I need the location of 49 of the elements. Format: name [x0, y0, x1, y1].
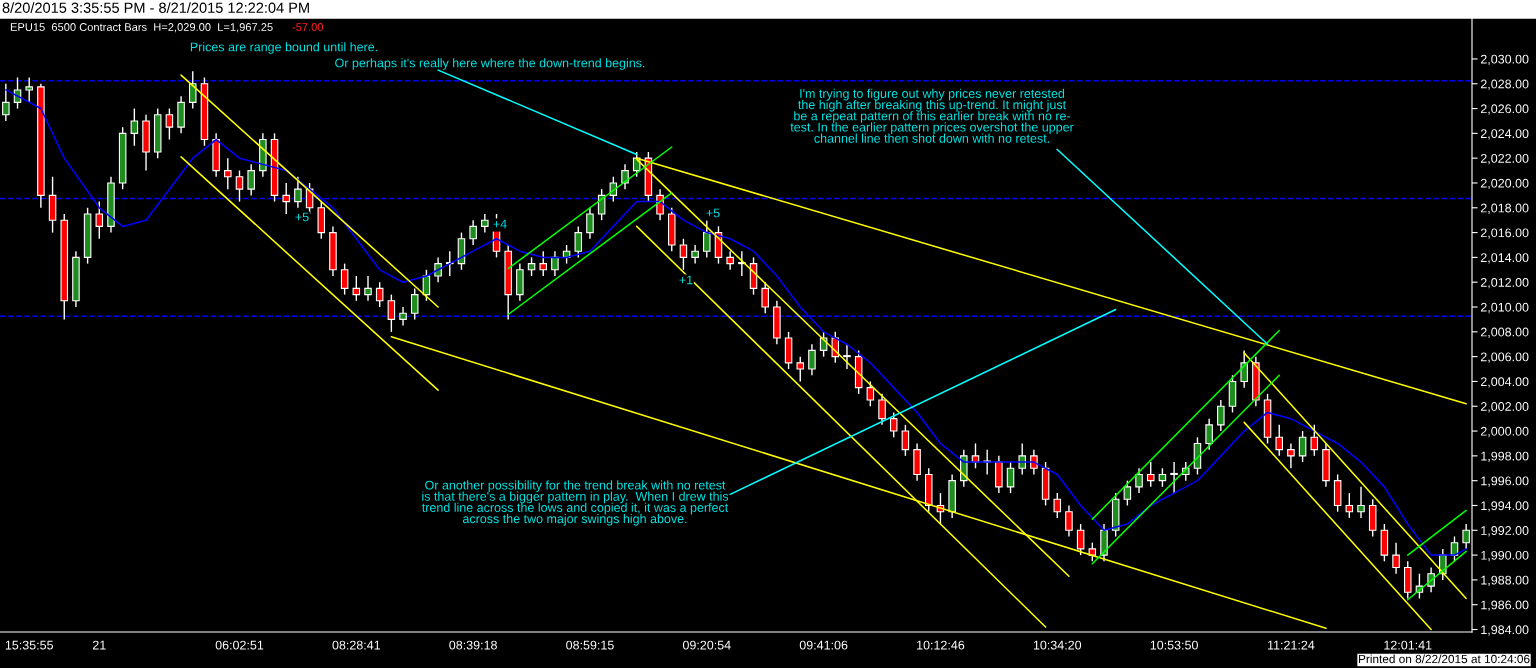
text: Printed on 8/22/2015 at 10:24:06 [1359, 654, 1530, 664]
y-tick-label: 2,000.00 [1480, 426, 1529, 438]
x-tick-label: 08:59:15 [566, 640, 614, 650]
x-tick-label: 06:02:51 [215, 640, 264, 650]
x-tick-label: 10:34:20 [1033, 640, 1082, 650]
x-tick-label: 08:28:41 [332, 640, 381, 650]
y-tick-label: 2,002.00 [1480, 402, 1529, 413]
y-tick-label: 2,006.00 [1480, 352, 1529, 363]
y-tick-label: 1,984.00 [1481, 625, 1529, 636]
chart-title: 8/20/2015 3:35:55 PM - 8/21/2015 12:22:04 PM [2, 2, 309, 13]
y-tick-label: 2,016.00 [1480, 228, 1529, 239]
y-tick-label: 2,030.00 [1480, 54, 1529, 66]
annotation: +5 [295, 212, 309, 222]
y-tick-label: 1,986.00 [1481, 600, 1529, 611]
y-tick-label: 2,012.00 [1480, 278, 1529, 289]
x-tick-label: 21 [92, 640, 106, 650]
y-tick-label: 2,028.00 [1480, 79, 1529, 90]
annotation: I'm trying to figure out why prices never retested the high after breaking this up-trend. It might just be a repeat pattern of this earlier break with no re- test. In the earlier pattern prices overshot the upper channel line then shot down with no retest. [790, 88, 1074, 143]
x-tick-label: 10:53:50 [1150, 640, 1198, 650]
annotation: +1 [679, 275, 693, 285]
y-tick-label: 1,992.00 [1481, 526, 1529, 537]
y-tick-label: 2,018.00 [1480, 203, 1529, 214]
y-tick-label: 1,990.00 [1481, 550, 1529, 562]
y-tick-label: 1,988.00 [1481, 575, 1529, 587]
x-tick-label: 11:21:24 [1268, 640, 1315, 650]
x-tick-label: 12:01:41 [1384, 640, 1432, 650]
annotation: Or perhaps it's really here where the down-trend begins. [335, 58, 645, 70]
y-tick-label: 2,024.00 [1480, 129, 1529, 140]
y-tick-label: 1,996.00 [1481, 476, 1529, 487]
y-tick-label: 2,010.00 [1480, 302, 1529, 314]
x-tick-label: 09:20:54 [682, 640, 731, 650]
y-tick-label: 2,008.00 [1480, 327, 1529, 338]
y-tick-label: 1,998.00 [1481, 451, 1529, 462]
y-tick-label: 2,004.00 [1480, 377, 1529, 388]
x-tick-label: 10:12:46 [917, 640, 965, 650]
x-tick-label: 15:35:55 [5, 640, 54, 650]
x-tick-label: 09:41:06 [799, 640, 848, 650]
annotation: +5 [706, 208, 720, 218]
annotation: Or another possibility for the trend break with no retest is that there's a bigger pattern in play. When I drew this trend line across the lows and copied it, it was a perfect across the two major swings high above. [422, 480, 729, 526]
annotation: +4 [493, 219, 507, 229]
x-tick-label: 08:39:18 [449, 640, 497, 650]
y-tick-label: 1,994.00 [1481, 501, 1529, 512]
annotation: -57.00 [292, 23, 324, 31]
y-tick-label: 2,014.00 [1480, 253, 1529, 264]
y-tick-label: 2,026.00 [1480, 104, 1529, 115]
y-tick-label: 2,022.00 [1480, 153, 1529, 165]
chart-subtitle: EPU15 6500 Contract Bars H=2,029.00 L=1,967.25 [10, 23, 273, 33]
y-tick-label: 2,020.00 [1480, 178, 1529, 190]
annotation: Prices are range bound until here. [190, 42, 378, 54]
